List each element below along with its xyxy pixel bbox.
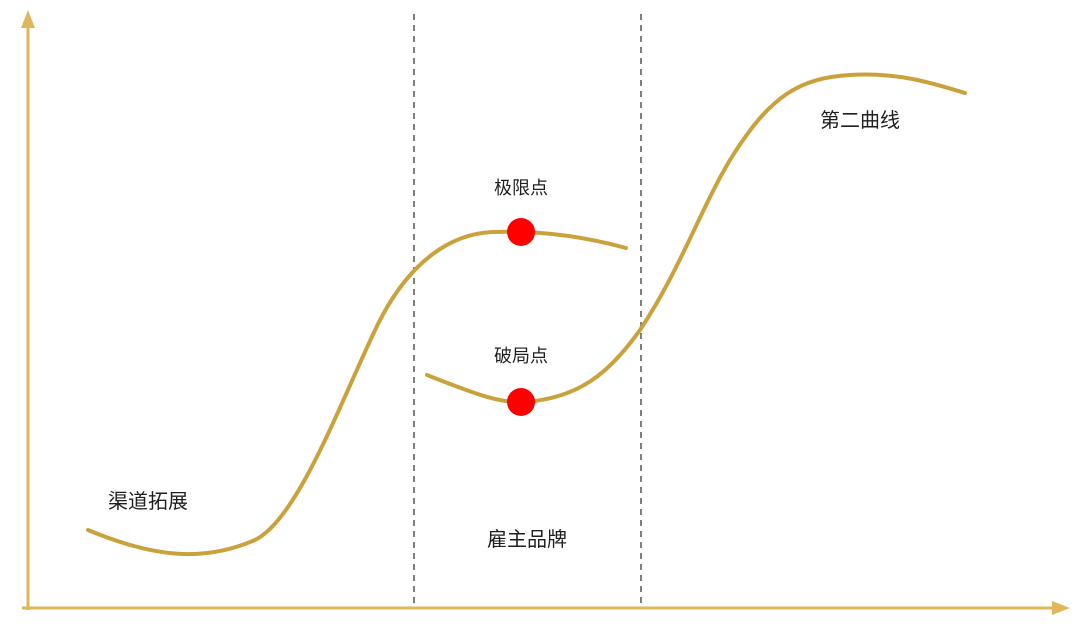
curve-one-label: 渠道拓展 (108, 489, 188, 513)
key-points (507, 218, 535, 416)
breakthrough-point-marker (507, 388, 535, 416)
zone-dividers (413, 14, 642, 606)
curves (86, 72, 967, 557)
second-curve-label: 第二曲线 (820, 108, 900, 132)
y-axis-arrow (21, 10, 35, 28)
middle-zone-label: 雇主品牌 (487, 527, 567, 551)
limit-point-marker (507, 218, 535, 246)
limit-point-label: 极限点 (494, 178, 548, 199)
labels: 渠道拓展 极限点 破局点 雇主品牌 第二曲线 (108, 108, 900, 551)
breakthrough-point-label: 破局点 (494, 346, 548, 367)
axes (21, 10, 1070, 615)
x-axis-arrow (1052, 601, 1070, 615)
